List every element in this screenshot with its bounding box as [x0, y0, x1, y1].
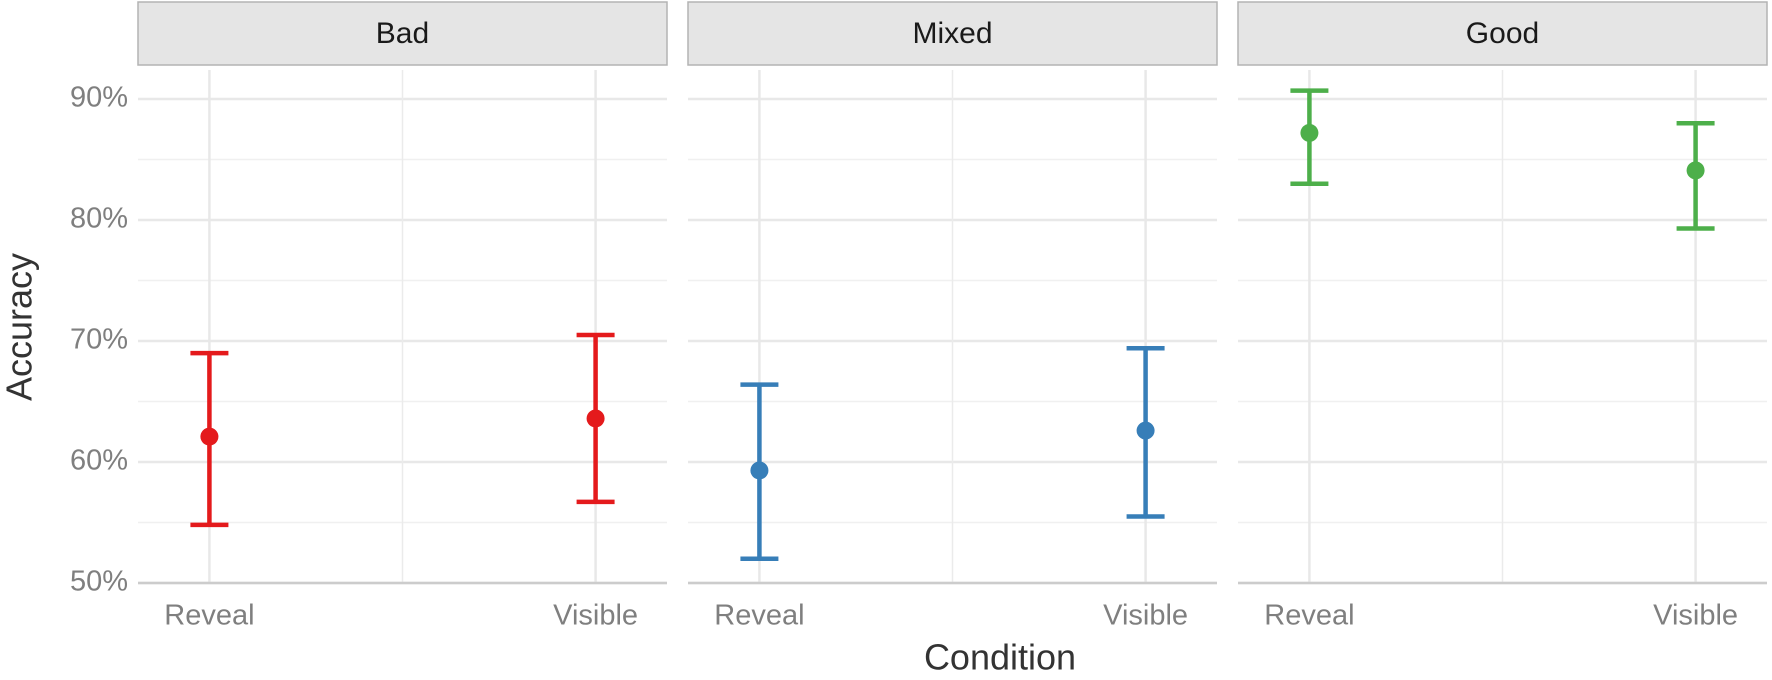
y-tick-label: 50%: [70, 566, 128, 598]
point: [1136, 421, 1155, 440]
strip-background: [1237, 1, 1768, 66]
x-tick-label: Visible: [1653, 600, 1738, 632]
y-tick-label: 80%: [70, 203, 128, 235]
x-tick-label: Reveal: [714, 600, 804, 632]
strip-background: [137, 1, 668, 66]
point: [1300, 123, 1319, 142]
x-axis-title: Condition: [924, 637, 1076, 678]
strip-label: Mixed: [912, 17, 992, 50]
strip-label: Good: [1466, 17, 1539, 50]
x-tick-label: Visible: [1103, 600, 1188, 632]
strip-background: [687, 1, 1218, 66]
point: [586, 409, 605, 428]
strip-label: Bad: [376, 17, 429, 50]
y-tick-label: 60%: [70, 445, 128, 477]
y-tick-label: 70%: [70, 324, 128, 356]
point: [200, 427, 219, 446]
point: [1686, 161, 1705, 180]
y-tick-label: 90%: [70, 82, 128, 114]
x-tick-label: Visible: [553, 600, 638, 632]
x-tick-label: Reveal: [1264, 600, 1354, 632]
y-axis-title: Accuracy: [0, 253, 40, 401]
point: [750, 461, 769, 480]
x-tick-label: Reveal: [164, 600, 254, 632]
